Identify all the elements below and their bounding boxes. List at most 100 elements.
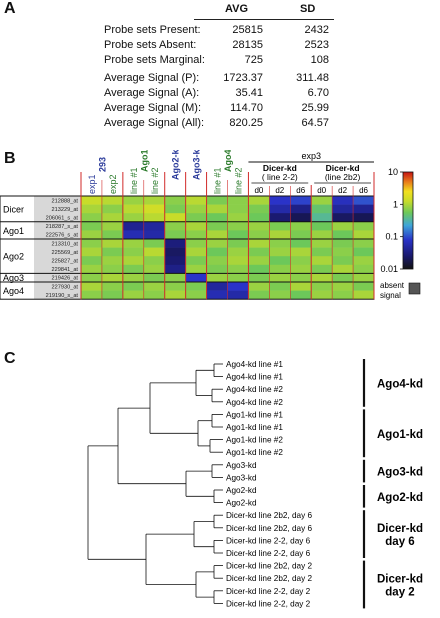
leaf-label: Ago1-kd line #1: [226, 410, 283, 419]
cluster-label: Ago4-kd: [377, 378, 423, 390]
heat-cell: [206, 221, 228, 231]
stat-row-label: Average Signal (P):: [104, 72, 200, 84]
day-label: d2: [338, 186, 347, 195]
heat-cell: [332, 273, 354, 283]
avg-header: AVG: [225, 3, 249, 15]
heat-cell: [185, 282, 207, 291]
heat-cell: [206, 247, 228, 257]
day-label: d6: [359, 186, 368, 195]
heat-cell: [227, 256, 249, 266]
stat-row-label: Average Signal (A):: [104, 87, 200, 99]
heat-cell: [81, 221, 103, 231]
dicer-group-label: Dicer-kd: [263, 163, 297, 173]
heat-cell: [101, 213, 124, 223]
heat-cell: [311, 213, 333, 223]
stat-row-avg: 1723.37: [223, 72, 263, 84]
heat-cell: [206, 196, 228, 205]
heat-cell: [353, 273, 375, 283]
probe-id-label: 206061_s_at: [46, 216, 79, 222]
heat-cell: [101, 230, 124, 240]
heat-cell: [143, 264, 166, 274]
heat-cell: [122, 221, 145, 231]
probe-id-label: 218287_s_at: [46, 224, 79, 230]
heat-cell: [290, 213, 312, 223]
heat-cell: [353, 282, 375, 291]
day-label: d0: [254, 186, 263, 195]
heat-cell: [290, 230, 312, 240]
heat-cell: [227, 247, 249, 257]
stat-row-avg: 820.25: [229, 117, 263, 129]
colorbar-tick-label: 0.01: [380, 264, 398, 274]
heat-cell: [353, 213, 375, 223]
heat-cell: [81, 196, 103, 205]
leaf-label: Dicer-kd line 2b2, day 6: [226, 524, 312, 533]
heat-cell: [290, 256, 312, 266]
heat-cell: [353, 221, 375, 231]
heat-cell: [248, 282, 270, 291]
heat-cell: [101, 282, 124, 291]
heat-cell: [353, 196, 375, 205]
heat-cell: [143, 213, 166, 223]
sd-header: SD: [300, 3, 316, 15]
leaf-label: Ago1-kd line #2: [226, 436, 283, 445]
day-label: d2: [275, 186, 284, 195]
group-label-293: 293: [97, 157, 107, 172]
heat-cell: [353, 264, 375, 274]
heat-cell: [122, 204, 145, 214]
heat-cell: [143, 282, 166, 291]
group-label-ago3: Ago3-kd: [192, 150, 202, 180]
heat-cell: [206, 239, 228, 248]
heat-cell: [122, 213, 145, 223]
leaf-label: Ago4-kd line #1: [226, 360, 283, 369]
colorbar-tick-label: 0.1: [385, 232, 398, 242]
heat-cell: [164, 230, 186, 240]
leaf-label: Ago3-kd: [226, 473, 257, 482]
stat-row-label: Average Signal (All):: [104, 117, 205, 129]
heat-cell: [248, 213, 270, 223]
stat-row-sd: 2523: [304, 39, 329, 51]
panel-b-letter: B: [4, 150, 16, 167]
heat-cell: [164, 239, 186, 248]
heat-cell: [206, 282, 228, 291]
cluster-label: day 6: [385, 536, 414, 548]
heat-cell: [311, 282, 333, 291]
heat-cell: [311, 230, 333, 240]
heat-cell: [122, 264, 145, 274]
stat-row-sd: 64.57: [301, 117, 329, 129]
heat-cell: [143, 247, 166, 257]
heat-cell: [332, 196, 354, 205]
col-label: line #2: [233, 167, 243, 194]
heat-cell: [206, 204, 228, 214]
leaf-label: Ago4-kd line #2: [226, 385, 283, 394]
heat-cell: [332, 256, 354, 266]
day-label: d0: [317, 186, 326, 195]
heat-cell: [101, 239, 124, 248]
heat-cell: [332, 264, 354, 274]
heat-cell: [227, 264, 249, 274]
day-label: d6: [296, 186, 305, 195]
heat-cell: [164, 290, 186, 300]
heat-cell: [143, 204, 166, 214]
header-rule: [194, 19, 334, 20]
heat-cell: [332, 213, 354, 223]
stat-row-sd: 2432: [304, 24, 329, 36]
dicer-group-line: ( line 2-2): [262, 172, 298, 182]
col-label: exp1: [87, 174, 97, 194]
heat-cell: [122, 247, 145, 257]
heat-cell: [101, 247, 124, 257]
heat-cell: [269, 213, 291, 223]
leaf-label: Dicer-kd line 2-2, day 6: [226, 536, 311, 545]
heat-cell: [353, 256, 375, 266]
stat-row-sd: 25.99: [301, 102, 329, 114]
heat-cell: [353, 230, 375, 240]
heat-cell: [81, 273, 103, 283]
heat-cell: [122, 239, 145, 248]
heat-cell: [332, 230, 354, 240]
heat-cell: [143, 196, 166, 205]
cluster-label: Ago1-kd: [377, 429, 423, 441]
probe-id-label: 229841_at: [52, 267, 79, 273]
probe-id-label: 219426_at: [52, 276, 79, 282]
heat-cell: [311, 221, 333, 231]
heat-cell: [290, 264, 312, 274]
heat-cell: [311, 290, 333, 300]
